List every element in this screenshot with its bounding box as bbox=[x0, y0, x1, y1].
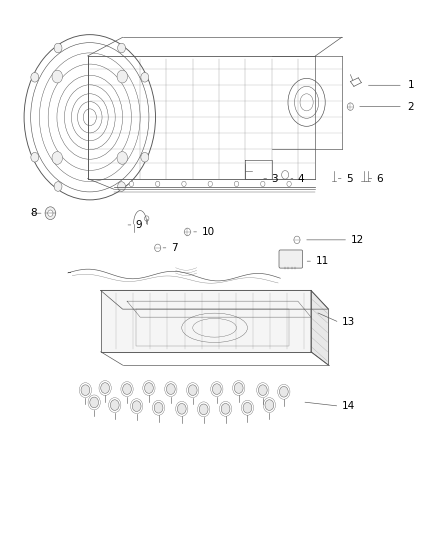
Circle shape bbox=[48, 210, 53, 216]
Text: 10: 10 bbox=[201, 227, 215, 237]
Circle shape bbox=[208, 181, 212, 187]
Circle shape bbox=[117, 151, 127, 164]
Circle shape bbox=[282, 171, 289, 179]
Circle shape bbox=[155, 181, 160, 187]
Text: 9: 9 bbox=[136, 220, 142, 230]
Circle shape bbox=[184, 228, 191, 236]
Circle shape bbox=[182, 181, 186, 187]
FancyBboxPatch shape bbox=[279, 250, 303, 268]
Circle shape bbox=[101, 383, 110, 393]
Polygon shape bbox=[101, 290, 328, 309]
Text: 6: 6 bbox=[377, 174, 383, 183]
Circle shape bbox=[234, 181, 239, 187]
Circle shape bbox=[31, 72, 39, 82]
Text: 13: 13 bbox=[342, 318, 355, 327]
Circle shape bbox=[129, 181, 134, 187]
Circle shape bbox=[141, 152, 149, 162]
Circle shape bbox=[347, 103, 353, 110]
Circle shape bbox=[52, 151, 63, 164]
Circle shape bbox=[110, 400, 119, 410]
Circle shape bbox=[166, 384, 175, 394]
Circle shape bbox=[243, 402, 252, 413]
Circle shape bbox=[265, 400, 274, 410]
Polygon shape bbox=[101, 290, 311, 352]
Circle shape bbox=[154, 402, 163, 413]
Circle shape bbox=[155, 244, 161, 252]
Circle shape bbox=[287, 181, 291, 187]
Circle shape bbox=[258, 385, 267, 395]
Text: 1: 1 bbox=[407, 80, 414, 90]
Circle shape bbox=[117, 43, 125, 53]
Circle shape bbox=[45, 207, 56, 220]
Circle shape bbox=[279, 386, 288, 397]
Circle shape bbox=[54, 43, 62, 53]
Circle shape bbox=[81, 385, 90, 395]
Circle shape bbox=[90, 397, 99, 408]
Text: 5: 5 bbox=[346, 174, 353, 183]
Text: 4: 4 bbox=[298, 174, 304, 183]
Circle shape bbox=[294, 236, 300, 244]
Circle shape bbox=[177, 403, 186, 414]
Circle shape bbox=[132, 401, 141, 411]
Text: 3: 3 bbox=[272, 174, 278, 183]
Text: 14: 14 bbox=[342, 401, 355, 411]
Circle shape bbox=[31, 152, 39, 162]
Text: 12: 12 bbox=[350, 235, 364, 245]
Circle shape bbox=[212, 384, 221, 394]
Circle shape bbox=[199, 404, 208, 415]
Polygon shape bbox=[311, 290, 328, 365]
Text: 2: 2 bbox=[407, 102, 414, 111]
Text: 8: 8 bbox=[31, 208, 37, 218]
Circle shape bbox=[54, 182, 62, 191]
Circle shape bbox=[221, 403, 230, 414]
Circle shape bbox=[123, 384, 131, 394]
Text: 7: 7 bbox=[171, 243, 177, 253]
Circle shape bbox=[141, 72, 149, 82]
Circle shape bbox=[234, 383, 243, 393]
Circle shape bbox=[261, 181, 265, 187]
Circle shape bbox=[188, 385, 197, 395]
Text: 11: 11 bbox=[315, 256, 328, 266]
Circle shape bbox=[117, 70, 127, 83]
Circle shape bbox=[117, 182, 125, 191]
Circle shape bbox=[145, 383, 153, 393]
Circle shape bbox=[52, 70, 63, 83]
